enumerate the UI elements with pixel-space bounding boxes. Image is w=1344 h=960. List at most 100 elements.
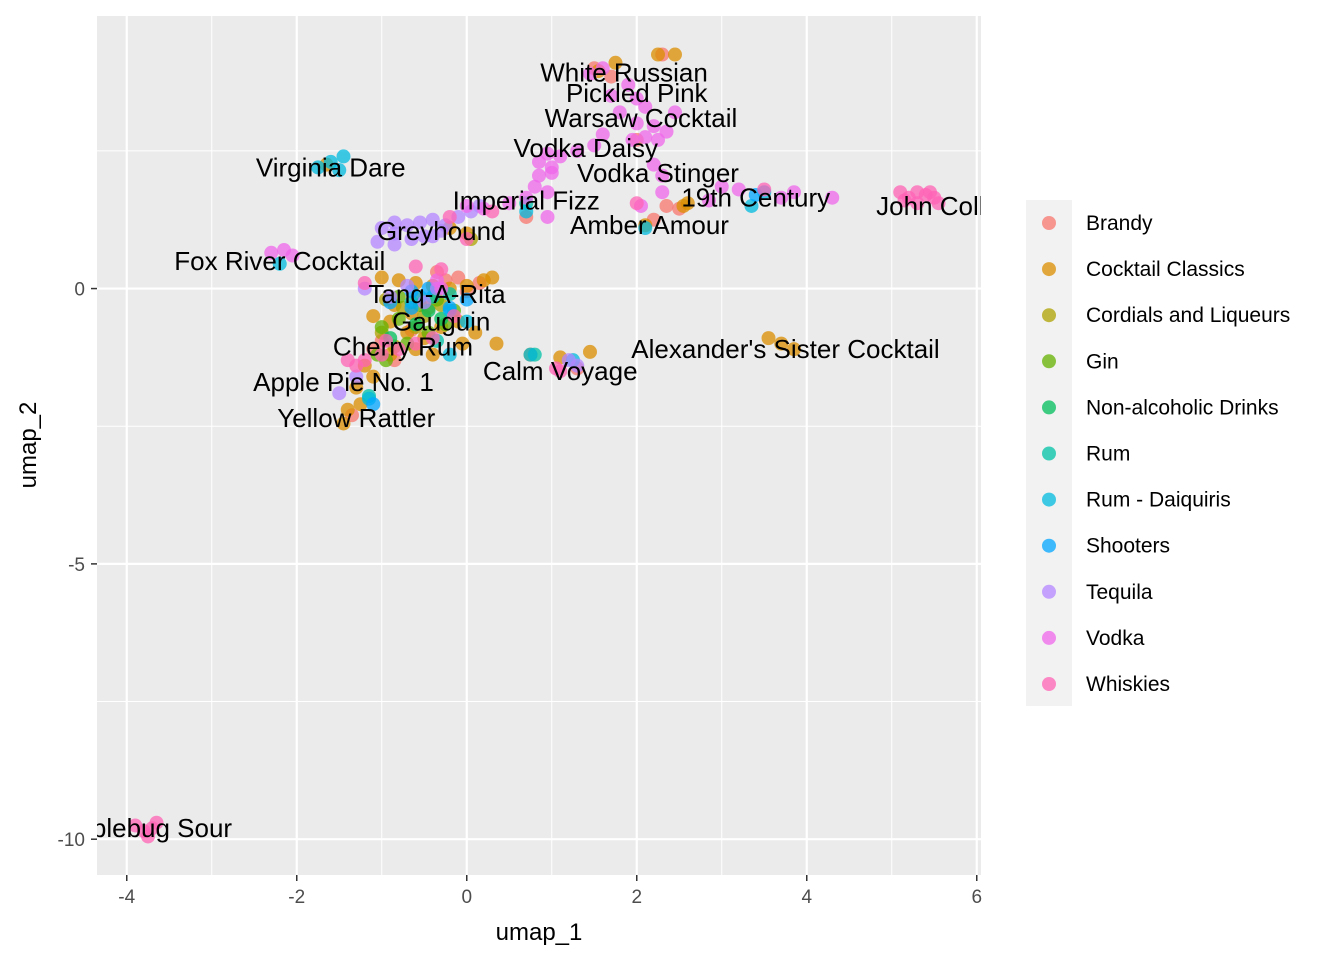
data-point [668,47,682,62]
data-point [400,218,415,233]
data-point [366,369,381,384]
legend-label: Cocktail Classics [1086,258,1245,281]
data-point [408,259,423,274]
data-point [149,815,164,830]
data-point [379,333,393,348]
data-point [629,196,644,211]
legend-key [1042,584,1056,599]
data-point [442,347,457,362]
data-point [332,386,347,401]
data-point [897,193,912,208]
point-label: Imperial Fizz [453,185,600,215]
data-point [459,314,474,329]
point-label: Apple Pie No. 1 [253,367,434,397]
data-point [489,336,504,351]
data-point [340,353,355,368]
legend-key [1042,492,1056,507]
x-tick-label: 4 [801,887,812,908]
data-point [787,342,801,357]
data-point [387,226,402,241]
data-point [532,168,546,183]
data-point [774,190,789,205]
legend-label: Brandy [1086,212,1153,235]
data-point [357,353,372,368]
data-point [468,325,483,340]
data-point [336,416,351,431]
legend-label: Cordials and Liqueurs [1086,304,1290,327]
data-point [425,212,440,227]
legend-key [1042,538,1056,553]
data-point [787,185,801,200]
data-point [387,237,402,252]
legend-key [1042,354,1056,369]
data-point [400,278,415,293]
x-tick-label: 6 [971,887,982,908]
data-point [425,229,440,244]
y-tick-label: -5 [68,555,85,576]
legend-key [1042,630,1056,645]
data-point [404,300,419,315]
data-point [370,234,385,249]
data-point [519,204,534,219]
data-point [391,311,406,326]
data-point [931,196,946,211]
data-point [638,99,653,114]
data-point [413,215,427,230]
data-point [459,292,474,307]
data-point [374,347,389,362]
data-point [408,317,423,332]
point-label: Bumblebug Sour [38,813,232,843]
data-point [646,157,661,172]
y-axis-ticks: -10 -5 0 [58,280,97,851]
data-point [638,130,653,145]
point-label: Calm Voyage [483,356,638,386]
data-point [527,179,542,194]
x-tick-label: 2 [631,887,642,908]
data-point [570,358,585,373]
data-point [459,278,474,293]
legend-label: Rum [1086,443,1130,466]
legend-key [1042,262,1056,277]
data-point [629,116,644,131]
legend-label: Shooters [1086,535,1170,558]
data-point [774,336,789,351]
point-label: 19th Century [681,183,830,213]
data-point [391,342,406,357]
data-point [272,256,287,271]
data-point [923,185,937,200]
data-point [141,829,155,844]
data-point [264,245,279,260]
data-point [430,273,444,288]
legend-label: Rum - Daiquiris [1086,489,1231,512]
data-point [604,88,619,103]
legend-label: Whiskies [1086,673,1170,696]
data-point [442,209,457,224]
data-point [374,220,389,235]
data-point [761,331,776,346]
point-label: Virginia Dare [256,152,406,182]
point-label: John Collins [876,191,1018,221]
legend-key [1042,446,1056,461]
legend-label: Non-alcoholic Drinks [1086,396,1279,419]
data-point [383,289,398,304]
point-label: Cherry Rum [333,331,473,361]
data-point [583,344,597,359]
data-point [612,105,627,120]
data-point [625,132,640,147]
legend: Brandy Cocktail Classics Cordials and Liqu… [1042,212,1290,696]
data-point [417,295,432,310]
x-tick-label: 0 [461,887,472,908]
data-point [459,232,474,247]
x-axis-ticks: -4 -2 0 2 4 6 [118,875,982,908]
data-point [825,190,840,205]
data-point [404,232,419,247]
data-point [340,402,355,417]
point-label: Warsaw Cocktail [545,103,738,133]
data-point [485,270,500,285]
point-label: Greyhound [377,216,506,246]
data-point [540,185,555,200]
data-point [910,196,925,211]
data-point [374,320,389,335]
data-point [544,165,559,180]
point-label: Alexander's Sister Cocktail [631,334,939,364]
